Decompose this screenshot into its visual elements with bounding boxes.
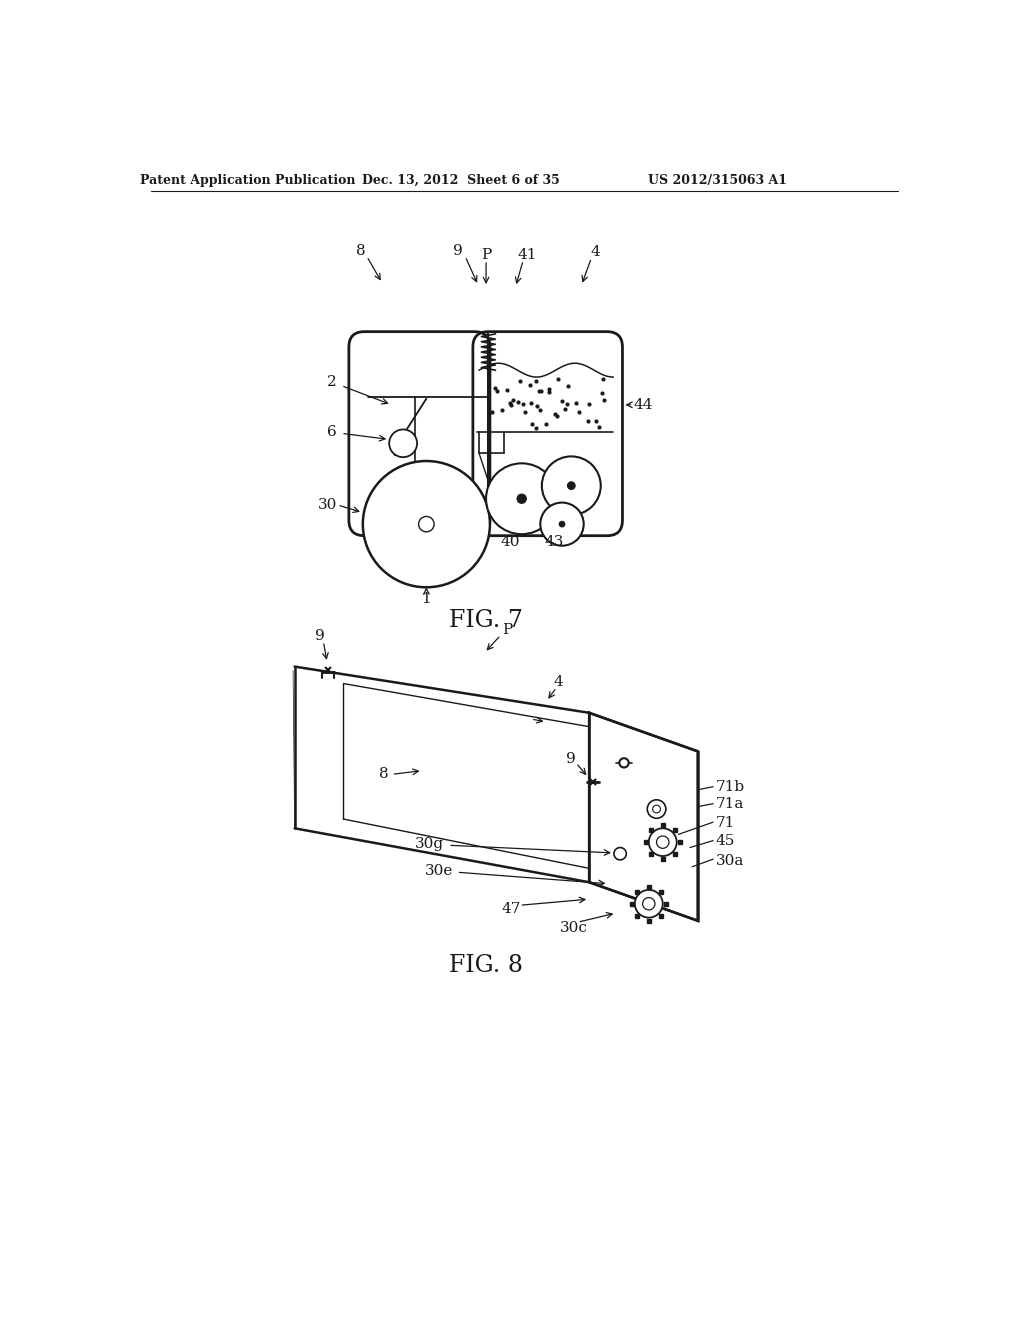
- Circle shape: [649, 829, 677, 857]
- Circle shape: [620, 758, 629, 767]
- Circle shape: [656, 836, 669, 849]
- Circle shape: [541, 503, 584, 545]
- Text: 45: 45: [716, 834, 735, 849]
- Text: P: P: [481, 248, 492, 261]
- Text: 30e: 30e: [425, 863, 454, 878]
- Text: 30a: 30a: [716, 854, 743, 867]
- Text: FIG. 7: FIG. 7: [450, 609, 523, 632]
- Text: 4: 4: [553, 675, 563, 689]
- Text: 8: 8: [355, 244, 366, 257]
- Circle shape: [486, 463, 557, 535]
- Text: US 2012/315063 A1: US 2012/315063 A1: [647, 174, 786, 187]
- Circle shape: [542, 457, 601, 515]
- Text: 1: 1: [422, 591, 431, 606]
- Circle shape: [362, 461, 489, 587]
- Text: 30c: 30c: [560, 921, 588, 936]
- Text: 9: 9: [566, 752, 577, 766]
- Circle shape: [614, 847, 627, 859]
- Text: 6: 6: [327, 425, 337, 438]
- Text: 9: 9: [453, 244, 462, 257]
- Text: 71b: 71b: [716, 780, 744, 793]
- Text: FIG. 8: FIG. 8: [450, 954, 523, 977]
- Text: Patent Application Publication: Patent Application Publication: [140, 174, 356, 187]
- Text: 44: 44: [633, 397, 653, 412]
- Text: 47: 47: [502, 902, 521, 916]
- Text: 9: 9: [315, 628, 325, 643]
- Circle shape: [419, 516, 434, 532]
- Text: 71a: 71a: [716, 797, 743, 810]
- Circle shape: [559, 521, 565, 527]
- Circle shape: [635, 890, 663, 917]
- Circle shape: [647, 800, 666, 818]
- Text: 4: 4: [591, 246, 600, 259]
- Circle shape: [567, 482, 575, 490]
- Text: 40: 40: [501, 535, 520, 549]
- Text: 43: 43: [545, 535, 564, 549]
- Text: 30g: 30g: [415, 837, 444, 850]
- Text: 41: 41: [517, 248, 537, 261]
- Circle shape: [652, 805, 660, 813]
- Circle shape: [517, 494, 526, 503]
- Text: 30: 30: [318, 498, 338, 512]
- Text: 8: 8: [379, 767, 388, 781]
- Text: Dec. 13, 2012  Sheet 6 of 35: Dec. 13, 2012 Sheet 6 of 35: [362, 174, 560, 187]
- Text: 2: 2: [327, 375, 337, 388]
- Text: 71: 71: [716, 816, 735, 830]
- Text: P: P: [503, 623, 513, 636]
- Circle shape: [389, 429, 417, 457]
- Circle shape: [643, 898, 655, 909]
